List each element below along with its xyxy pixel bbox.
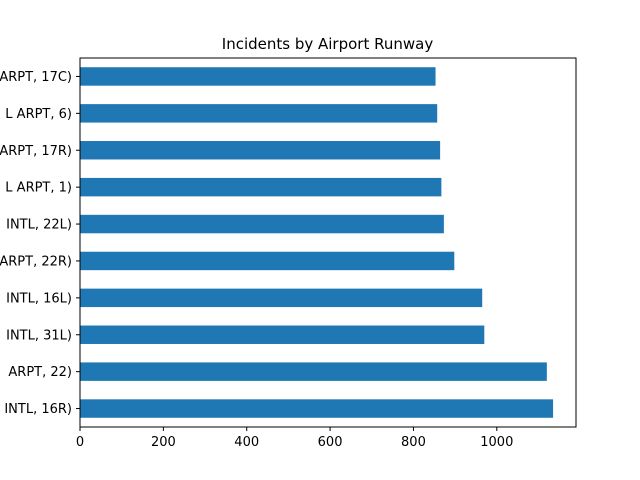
bars-group <box>80 67 554 418</box>
x-tick-label: 400 <box>234 435 259 450</box>
x-tick-label: 600 <box>318 435 343 450</box>
y-tick-label: INTL, 31L) <box>6 328 72 343</box>
x-tick-label: 800 <box>401 435 426 450</box>
y-tick-label: L ARPT, 6) <box>5 107 72 122</box>
y-tick-label: ARPT, 17R) <box>0 144 72 159</box>
y-axis: INTL, 16R) ARPT, 22) INTL, 31L) INTL, 16L) A… <box>0 70 80 417</box>
bar <box>80 214 444 234</box>
plot-frame <box>79 57 577 428</box>
y-tick-label: INTL, 16L) <box>6 291 72 306</box>
x-axis: 0 200 400 600 800 1000 <box>76 427 513 450</box>
bar <box>80 104 438 123</box>
bar <box>80 141 441 160</box>
y-tick-label: ARPT, 22) <box>8 365 72 380</box>
y-tick-label: ARPT, 22R) <box>0 254 72 269</box>
x-tick-label: 200 <box>151 435 176 450</box>
bar <box>80 177 442 197</box>
y-tick-label: ARPT, 17C) <box>0 70 72 85</box>
x-tick-label: 1000 <box>480 435 513 450</box>
y-tick-label: L ARPT, 1) <box>5 181 72 196</box>
bar <box>80 67 436 86</box>
y-tick-label: INTL, 16R) <box>4 402 72 417</box>
y-tick-label: INTL, 22L) <box>6 218 72 233</box>
bar <box>80 325 485 344</box>
chart-title: Incidents by Airport Runway <box>222 35 434 53</box>
bar <box>80 362 547 381</box>
bar <box>80 399 554 418</box>
bar <box>80 288 483 308</box>
bar <box>80 251 455 271</box>
x-tick-label: 0 <box>76 435 84 450</box>
